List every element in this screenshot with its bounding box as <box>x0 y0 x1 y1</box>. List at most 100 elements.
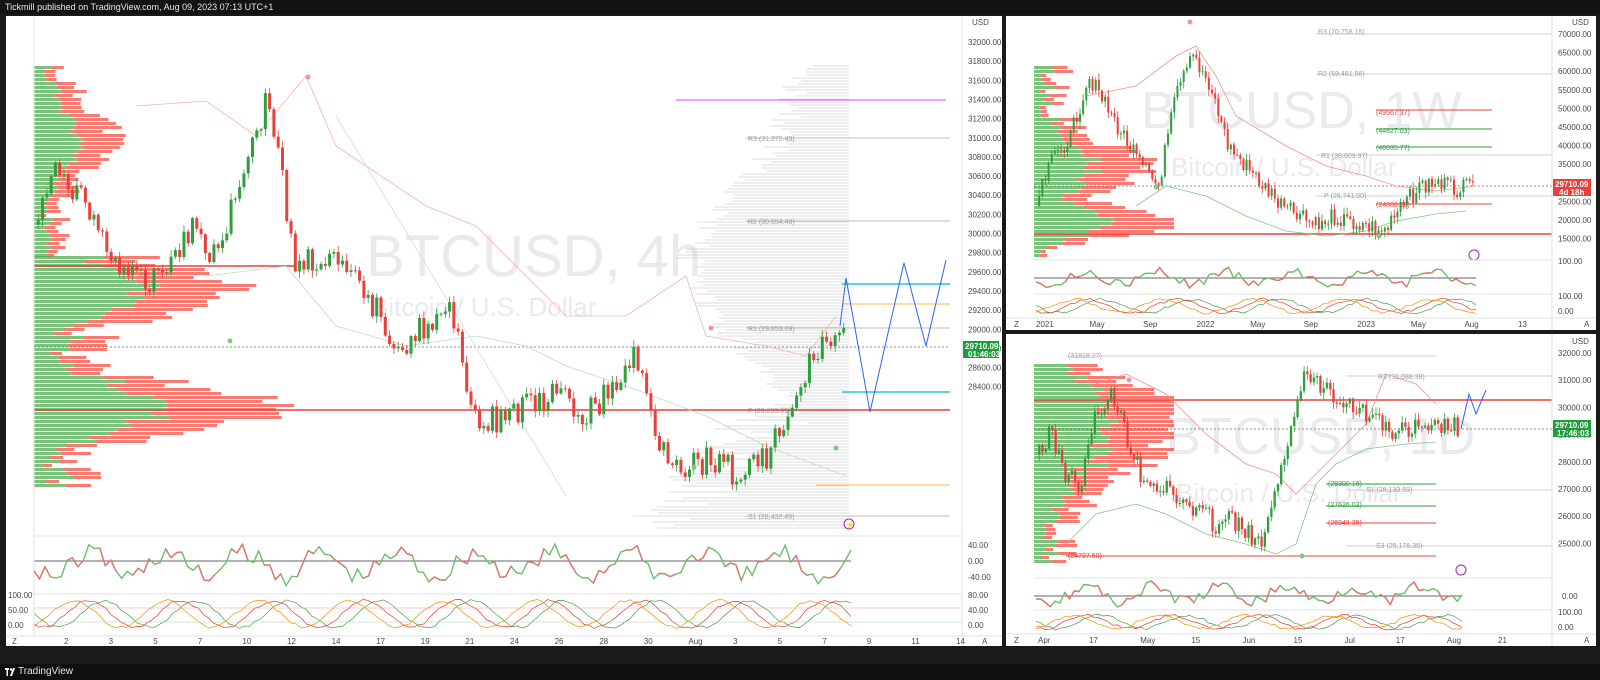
main-session-volume-profile <box>632 65 849 529</box>
osc-tick: 40.00 <box>968 606 989 615</box>
time-tick: 19 <box>421 637 430 646</box>
price-tick: 25000.00 <box>1558 197 1592 206</box>
daily-pivot-r3: R3 (31,088.38) <box>1378 374 1425 381</box>
main-chart-pane[interactable]: BTCUSD, 4h Bitcoin / U.S. Dollar R3 (31,… <box>6 16 1002 646</box>
daily-axis-button-z[interactable]: Z <box>1014 636 1019 645</box>
daily-level-3: (26948.35) <box>1328 520 1362 527</box>
main-last-price: 29710.09 <box>965 342 999 351</box>
main-axis-button-a[interactable]: A <box>982 637 988 646</box>
weekly-time-axis[interactable]: 2021 May Sep 2022 May Sep 2023 May Aug 13 <box>1036 320 1527 329</box>
main-pivot-r1: R1 (29,853.09) <box>748 326 795 333</box>
time-tick: 15 <box>1191 636 1200 645</box>
time-tick: 2021 <box>1036 320 1054 329</box>
time-tick: 13 <box>1518 320 1527 329</box>
time-tick: 3 <box>109 637 114 646</box>
price-tick: 40000.00 <box>1558 142 1592 151</box>
daily-osc2-tick-high: 100.00 <box>1558 608 1583 617</box>
daily-flash-icon[interactable] <box>1455 564 1467 576</box>
time-tick: 5 <box>153 637 158 646</box>
time-tick: 2 <box>64 637 69 646</box>
main-osc2-lines <box>33 599 852 629</box>
osc-tick: 0.00 <box>8 621 24 630</box>
weekly-candlesticks <box>1038 49 1474 240</box>
price-tick: 27000.00 <box>1558 485 1592 494</box>
daily-axis-button-a[interactable]: A <box>1584 636 1590 645</box>
weekly-pivot-levels: R3 (70,758.15) R2 (59,481.56) (49567.37)… <box>1316 29 1552 209</box>
main-countdown: 01:46:03 <box>968 350 1001 359</box>
daily-watermark-desc: Bitcoin / U.S. Dollar <box>1176 478 1402 508</box>
daily-level-2: (27626.02) <box>1328 502 1362 509</box>
time-tick: 2023 <box>1357 320 1375 329</box>
daily-currency: USD <box>1572 337 1589 346</box>
price-tick: 31000.00 <box>1558 376 1592 385</box>
weekly-chart-pane[interactable]: BTCUSD, 1W Bitcoin / U.S. Dollar R3 (70,… <box>1006 16 1596 330</box>
time-tick: 17 <box>1089 636 1098 645</box>
time-tick: Sep <box>1143 320 1158 329</box>
time-tick: 11 <box>911 637 920 646</box>
time-tick: Sep <box>1304 320 1319 329</box>
price-tick: 65000.00 <box>1558 49 1592 58</box>
time-tick: May <box>1250 320 1265 329</box>
osc-tick: 40.00 <box>968 541 989 550</box>
main-projection-path <box>845 259 947 413</box>
main-upper-band <box>135 75 837 357</box>
main-time-axis[interactable]: 2 3 5 7 10 12 14 17 19 21 24 26 28 30 Aug 3 5 7 9 11 14 <box>64 637 965 646</box>
weekly-axis-button-a[interactable]: A <box>1584 320 1590 329</box>
price-tick: 29600.00 <box>968 268 1002 277</box>
published-text: Tickmill published on TradingView.com, A… <box>5 2 274 12</box>
price-tick: 29400.00 <box>968 287 1002 296</box>
weekly-level-4: (24800.00) <box>1376 202 1410 209</box>
daily-pivot-levels: (31818.27) R3 (31,088.38) (28300.16) S1 … <box>1066 353 1552 560</box>
daily-countdown: 17:46:03 <box>1557 429 1590 438</box>
main-flash-glyph: ⚡ <box>846 520 855 529</box>
time-tick: 17 <box>1396 636 1405 645</box>
price-tick: 31800.00 <box>968 57 1002 66</box>
daily-osc1-tick: 0.00 <box>1562 592 1578 601</box>
daily-time-axis[interactable]: Apr 17 May 15 Jun 15 Jul 17 Aug 21 <box>1038 636 1507 645</box>
daily-watermark-symbol: BTCUSD, 1D <box>1166 408 1475 466</box>
time-tick: 9 <box>867 637 872 646</box>
weekly-lower-band <box>1135 185 1467 237</box>
price-tick: 25000.00 <box>1558 539 1592 548</box>
daily-level-bottom: (24797.60) <box>1068 553 1102 560</box>
weekly-chart-svg[interactable]: BTCUSD, 1W Bitcoin / U.S. Dollar R3 (70,… <box>1006 16 1596 330</box>
time-tick: 24 <box>510 637 519 646</box>
main-axis-button-z[interactable]: Z <box>12 637 17 646</box>
price-tick: 26000.00 <box>1558 512 1592 521</box>
price-tick: 15000.00 <box>1558 235 1592 244</box>
main-osc-scale: 40.00 0.00 -40.00 80.00 40.00 0.00 100.00 50.00… <box>8 541 991 630</box>
daily-chart-svg[interactable]: BTCUSD, 1D Bitcoin / U.S. Dollar (31818.… <box>1006 334 1596 646</box>
time-tick: Jul <box>1345 636 1355 645</box>
daily-level-1: (28300.16) <box>1328 481 1362 488</box>
time-tick: 14 <box>332 637 341 646</box>
weekly-osc2-lines <box>1035 297 1477 315</box>
daily-upper-band <box>1095 373 1437 495</box>
price-tick: 32000.00 <box>1558 349 1592 358</box>
tradingview-logo-icon <box>5 668 15 676</box>
price-tick: 45000.00 <box>1558 123 1592 132</box>
main-pivot-p: P (29,233.69) <box>748 408 790 415</box>
price-tick: 55000.00 <box>1558 86 1592 95</box>
weekly-last-price: 29710.09 <box>1555 180 1589 189</box>
main-last-price-tag <box>963 341 999 358</box>
main-flash-icon[interactable] <box>843 518 855 530</box>
price-tick: 31600.00 <box>968 76 1002 85</box>
price-tick: 30000.00 <box>968 230 1002 239</box>
time-tick: 26 <box>555 637 564 646</box>
weekly-watermark-desc: Bitcoin / U.S. Dollar <box>1171 152 1397 182</box>
time-tick: Apr <box>1038 636 1051 645</box>
daily-chart-pane[interactable]: BTCUSD, 1D Bitcoin / U.S. Dollar (31818.… <box>1006 334 1596 646</box>
price-tick: 30000.00 <box>1558 403 1592 412</box>
main-chart-svg[interactable]: BTCUSD, 4h Bitcoin / U.S. Dollar R3 (31,… <box>6 16 1002 646</box>
time-tick: Aug <box>1447 636 1461 645</box>
time-tick: May <box>1411 320 1426 329</box>
price-tick: 31400.00 <box>968 95 1002 104</box>
time-tick: 3 <box>733 637 738 646</box>
price-tick: 31000.00 <box>968 134 1002 143</box>
osc-tick: -40.00 <box>968 573 991 582</box>
price-tick: 32000.00 <box>968 38 1002 47</box>
main-pivot-marker <box>708 325 714 331</box>
price-tick: 31200.00 <box>968 115 1002 124</box>
weekly-axis-button-z[interactable]: Z <box>1014 320 1019 329</box>
main-currency: USD <box>972 18 989 27</box>
